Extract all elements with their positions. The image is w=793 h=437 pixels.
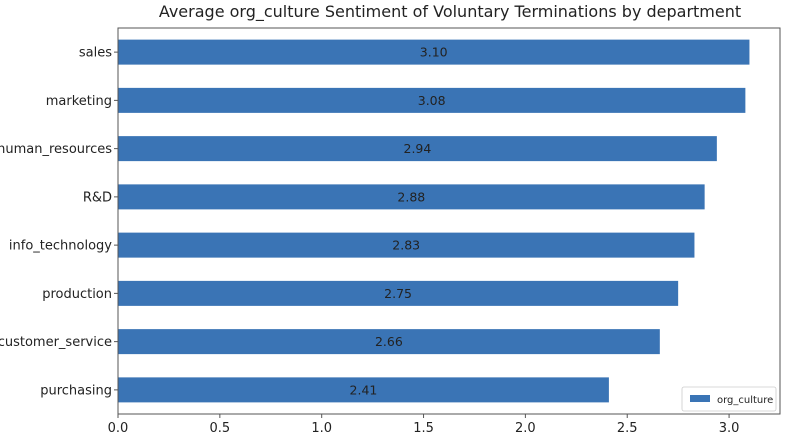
y-tick-label: sales	[79, 46, 112, 61]
legend-swatch	[690, 395, 710, 402]
y-axis: sales marketing human_resources R&D info_tec…	[0, 46, 118, 398]
bar-value-label: 2.88	[397, 189, 425, 204]
plot-frame	[117, 27, 781, 415]
legend-label: org_culture	[717, 395, 773, 406]
bar-value-label: 2.83	[392, 238, 420, 253]
chart-title: Average org_culture Sentiment of Volunta…	[159, 2, 741, 22]
bar-info-technology	[118, 232, 695, 258]
bar-value-label: 2.94	[404, 141, 432, 156]
y-tick-label: R&D	[83, 190, 112, 205]
x-tick-label: 0.0	[108, 421, 129, 436]
y-tick-label: customer_service	[0, 335, 112, 350]
bar-purchasing	[118, 377, 609, 403]
y-tick-label: production	[42, 287, 112, 302]
x-tick-label: 1.5	[413, 421, 434, 436]
y-tick-label: human_resources	[0, 142, 112, 157]
legend-box	[681, 386, 777, 412]
bars-layer	[118, 39, 750, 403]
y-tick-label: info_technology	[9, 239, 112, 254]
x-tick-label: 3.0	[719, 421, 740, 436]
x-axis: 0.0 0.5 1.0 1.5 2.0 2.5 3.0	[108, 414, 740, 436]
bar-value-label: 2.66	[375, 334, 403, 349]
bar-marketing	[118, 87, 746, 113]
bar-value-label: 2.41	[350, 382, 378, 397]
y-tick-label: purchasing	[40, 383, 112, 398]
bar-value-label: 3.10	[420, 45, 448, 60]
x-tick-label: 2.0	[515, 421, 536, 436]
x-tick-label: 2.5	[617, 421, 638, 436]
bar-value-label: 2.75	[384, 286, 412, 301]
bar-customer-service	[118, 329, 660, 355]
bar-labels-layer: 3.10 3.08 2.94 2.88 2.83 2.75 2.66 2.41	[350, 45, 448, 398]
x-tick-label: 1.0	[311, 421, 332, 436]
bar-sales	[118, 39, 750, 65]
y-tick-label: marketing	[46, 94, 112, 109]
bar-production	[118, 280, 679, 306]
bar-value-label: 3.08	[418, 93, 446, 108]
legend: org_culture	[681, 386, 777, 412]
x-tick-label: 0.5	[210, 421, 231, 436]
bar-human-resources	[118, 136, 717, 162]
bar-r-d	[118, 184, 705, 210]
